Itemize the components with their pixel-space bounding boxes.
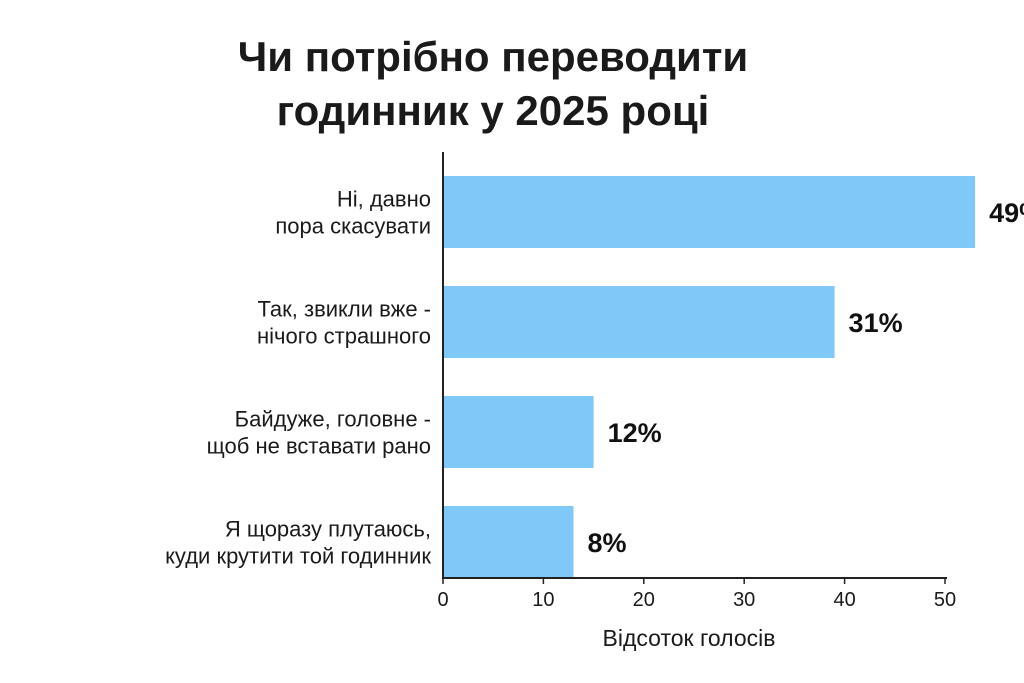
category-label-line: Ні, давно [337,187,431,212]
category-label-line: куди крутити той годинник [165,544,431,569]
category-label-line: пора скасувати [275,214,431,239]
category-label-line: щоб не вставати рано [207,434,431,459]
bar-3 [443,396,594,468]
category-label-line: Байдуже, головне - [235,407,431,432]
x-tick-label-10: 10 [532,589,554,611]
category-label-2: Так, звикли вже -нічого страшного [257,297,431,349]
data-label-4: 8% [588,528,627,558]
category-label-4: Я щоразу плутаюсь, куди крутити той годин… [165,517,431,569]
x-tick-label-0: 0 [437,589,448,611]
chart-title: Чи потрібно переводити годинник у 2025 р… [0,30,986,138]
chart-title-line-1: Чи потрібно переводити [237,33,749,80]
category-label-line: Так, звикли вже - [257,297,431,322]
data-label-3: 12% [608,418,662,448]
bar-4 [443,506,574,578]
bar-2 [443,286,835,358]
x-axis-title: Відсоток голосів [603,625,776,651]
chart-title-line-2: годинник у 2025 році [276,87,710,134]
x-tick-label-40: 40 [833,589,855,611]
data-label-2: 31% [849,308,903,338]
x-tick-label-30: 30 [733,589,755,611]
data-label-1: 49% [989,198,1024,228]
x-tick-label-20: 20 [633,589,655,611]
x-tick-label-50: 50 [934,589,956,611]
category-label-1: Ні, давно пора скасувати [275,187,431,239]
bar-1 [443,176,976,248]
category-label-line: нічого страшного [257,324,431,349]
category-label-line: Я щоразу плутаюсь, [225,517,431,542]
category-label-3: Байдуже, головне -щоб не вставати рано [207,407,431,459]
